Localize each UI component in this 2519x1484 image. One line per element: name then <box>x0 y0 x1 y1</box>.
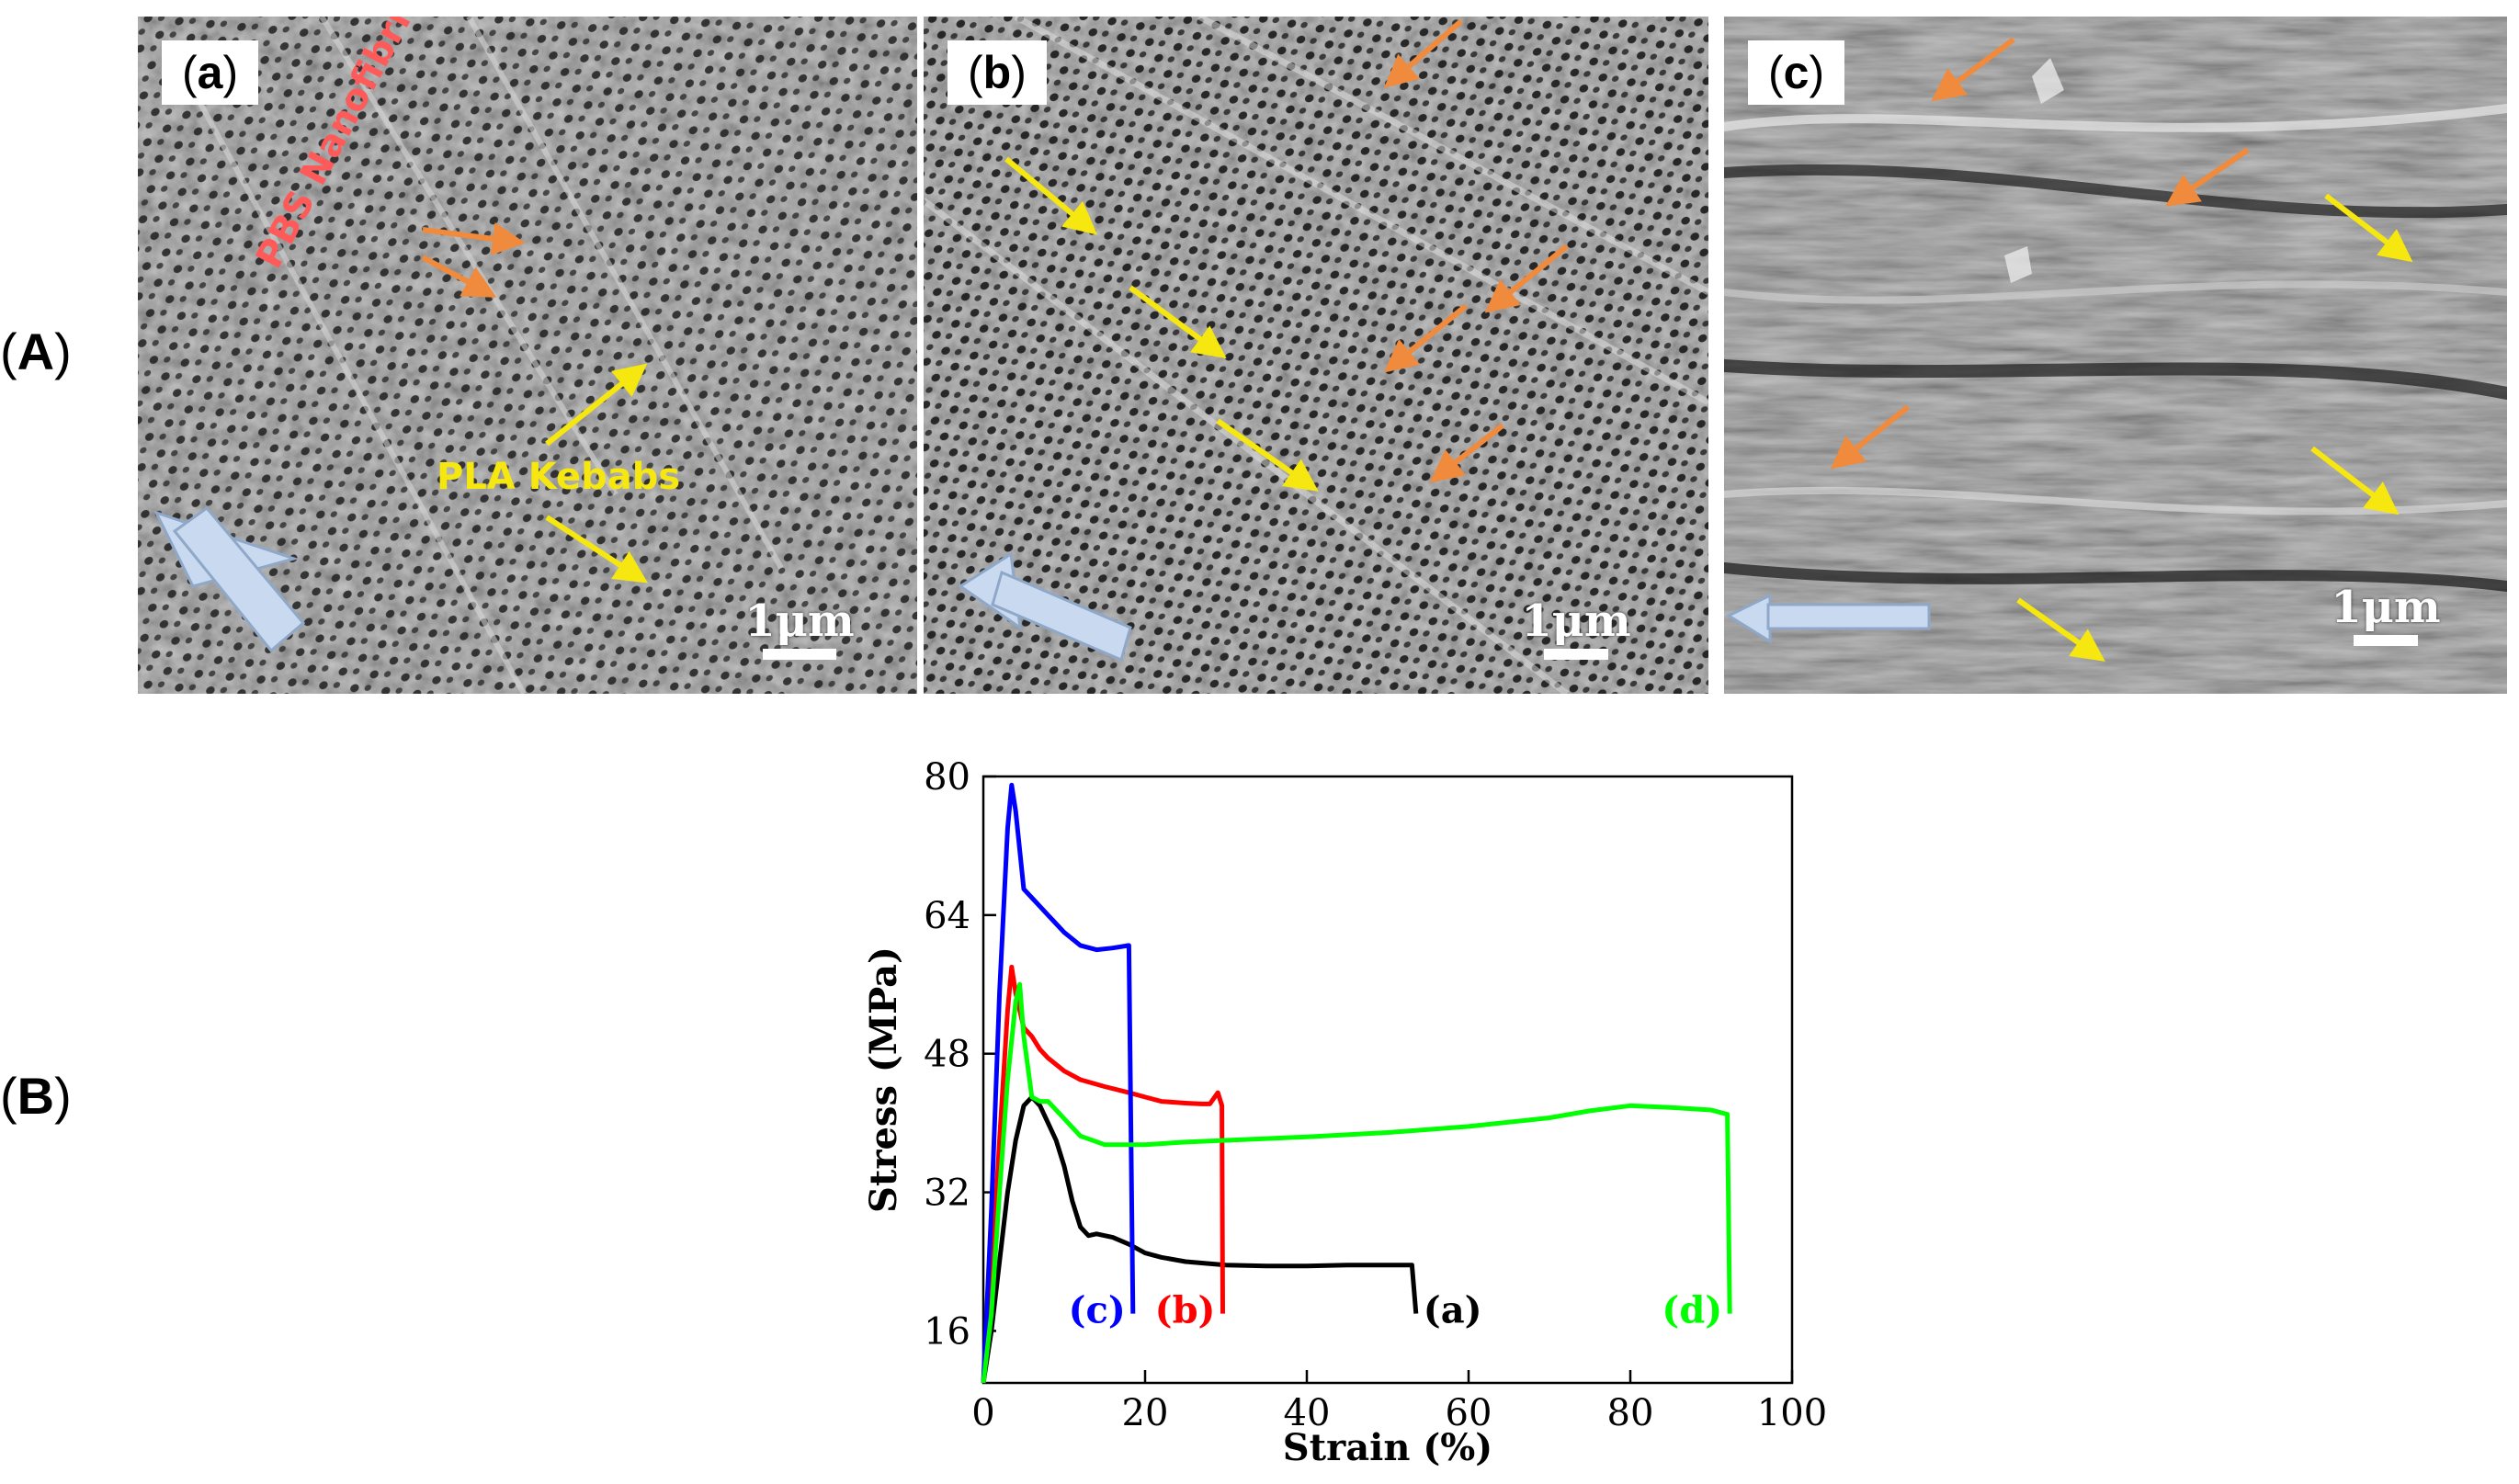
row-label-A: (A) <box>0 323 72 380</box>
annotation-pla-kebabs: PLA Kebabs <box>437 456 681 498</box>
series-line-1 <box>981 1094 1419 1384</box>
sem-image-b <box>924 17 1708 694</box>
series-label-3: (c) <box>1069 1289 1126 1332</box>
y-tick-label: 48 <box>924 1034 970 1076</box>
series-line-2 <box>981 964 1225 1384</box>
scale-bar-b: 1μm <box>1503 595 1650 660</box>
y-axis-title: Stress (MPa) <box>862 946 905 1213</box>
series-line-3 <box>981 782 1136 1384</box>
scale-bar-a: 1μm <box>726 595 873 660</box>
panel-tag-b: (b) <box>947 40 1047 105</box>
y-tick-label: 16 <box>924 1310 970 1353</box>
x-tick-label: 80 <box>1607 1392 1654 1434</box>
sem-image-a <box>138 17 917 694</box>
sem-panel-b: (b) 1μm <box>924 17 1708 694</box>
y-tick-label: 80 <box>924 756 970 799</box>
panel-tag-a: (a) <box>162 40 259 105</box>
series-label-1: (a) <box>1424 1289 1482 1332</box>
sem-image-c <box>1724 17 2507 694</box>
x-tick-label: 100 <box>1757 1392 1827 1434</box>
x-tick-label: 0 <box>971 1392 994 1434</box>
scale-bar-c: 1μm <box>2312 582 2459 646</box>
panel-tag-c: (c) <box>1748 40 1845 105</box>
x-axis-title: Strain (%) <box>1283 1426 1492 1469</box>
y-tick-label: 64 <box>924 895 970 937</box>
plot-area: 0 20 40 60 80 100 16 32 48 64 80 Strain (%) Stress (… <box>862 756 1827 1469</box>
plot-frame <box>982 775 1794 1385</box>
y-tick-label: 32 <box>924 1172 970 1215</box>
series-line-4 <box>981 981 1732 1384</box>
stress-strain-chart: 0 20 40 60 80 100 16 32 48 64 80 Strain (%) Stress (… <box>862 756 1827 1469</box>
x-tick-label: 40 <box>1284 1392 1331 1434</box>
sem-panel-c: (c) 1μm <box>1724 17 2507 694</box>
sem-panel-a: (a) PBS Nanofibrils PLA Kebabs 1μm <box>138 17 917 694</box>
row-label-B: (B) <box>0 1067 72 1125</box>
series-label-4: (d) <box>1662 1289 1722 1332</box>
series-label-2: (b) <box>1155 1289 1216 1332</box>
x-tick-label: 20 <box>1122 1392 1169 1434</box>
x-tick-label: 60 <box>1446 1392 1492 1434</box>
